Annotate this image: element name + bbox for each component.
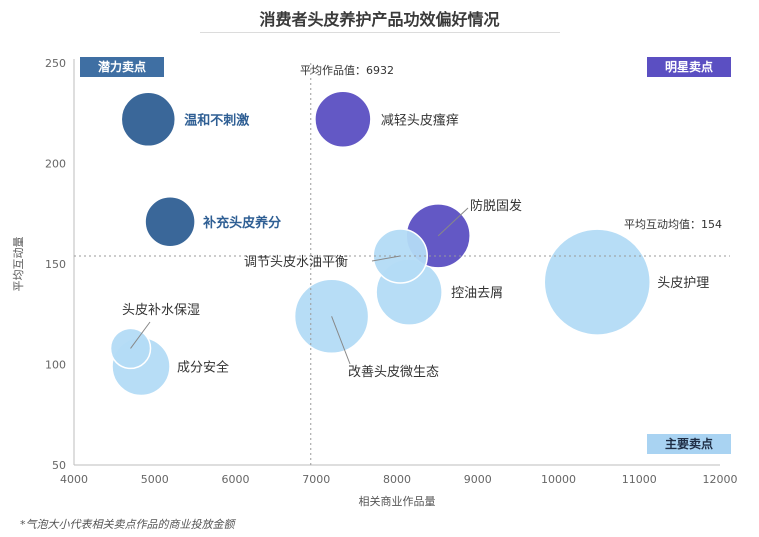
- label-leader-line: [130, 321, 151, 349]
- y-reference-label: 平均互动均值：154: [624, 218, 722, 231]
- bubble-label: 改善头皮微生态: [348, 364, 439, 380]
- y-tick-label: 250: [45, 57, 66, 70]
- bubble: [314, 90, 372, 149]
- bubble-label: 头皮护理: [657, 276, 709, 291]
- footnote: *气泡大小代表相关卖点作品的商业投放金额: [20, 518, 235, 531]
- x-tick-label: 10000: [541, 473, 576, 486]
- label-leader-line: [371, 255, 401, 262]
- label-leader-line: [331, 316, 351, 365]
- bubble-label: 调节头皮水油平衡: [244, 255, 348, 270]
- x-tick-label: 5000: [141, 473, 169, 486]
- label-leader-line: [437, 207, 469, 237]
- bubble-label: 防脱固发: [470, 198, 522, 214]
- x-reference-label: 平均作品值：6932: [300, 64, 394, 77]
- bubble-label: 温和不刺激: [184, 112, 250, 128]
- bubble: [144, 196, 196, 248]
- quadrant-badge-label: 主要卖点: [665, 436, 713, 451]
- bubble: [543, 228, 652, 336]
- title-divider: [200, 32, 560, 33]
- x-tick-label: 7000: [302, 473, 330, 486]
- bubble-label: 成分安全: [177, 360, 229, 376]
- bubble-label: 头皮补水保湿: [122, 303, 200, 318]
- y-tick-label: 50: [52, 459, 66, 472]
- quadrant-badge-label: 明星卖点: [665, 59, 713, 74]
- x-tick-label: 12000: [703, 473, 738, 486]
- x-tick-label: 8000: [383, 473, 411, 486]
- x-tick-label: 9000: [464, 473, 492, 486]
- bubble: [120, 91, 177, 148]
- quadrant-badge-bg: [647, 57, 731, 77]
- y-axis-title: 平均互动量: [12, 237, 25, 292]
- quadrant-badge-bg: [80, 57, 164, 77]
- x-tick-label: 11000: [622, 473, 657, 486]
- y-tick-label: 100: [45, 359, 66, 372]
- bubble-label: 减轻头皮瘙痒: [381, 112, 459, 128]
- quadrant-badge-bg: [647, 434, 731, 454]
- y-tick-label: 150: [45, 258, 66, 271]
- bubble-label: 补充头皮养分: [202, 215, 281, 231]
- x-tick-label: 4000: [60, 473, 88, 486]
- x-axis-title: 相关商业作品量: [359, 494, 436, 508]
- quadrant-badge-label: 潜力卖点: [98, 59, 146, 74]
- y-tick-label: 200: [45, 158, 66, 171]
- x-tick-label: 6000: [222, 473, 250, 486]
- bubble-label: 控油去屑: [451, 286, 503, 301]
- chart-title: 消费者头皮养护产品功效偏好情况: [259, 10, 500, 29]
